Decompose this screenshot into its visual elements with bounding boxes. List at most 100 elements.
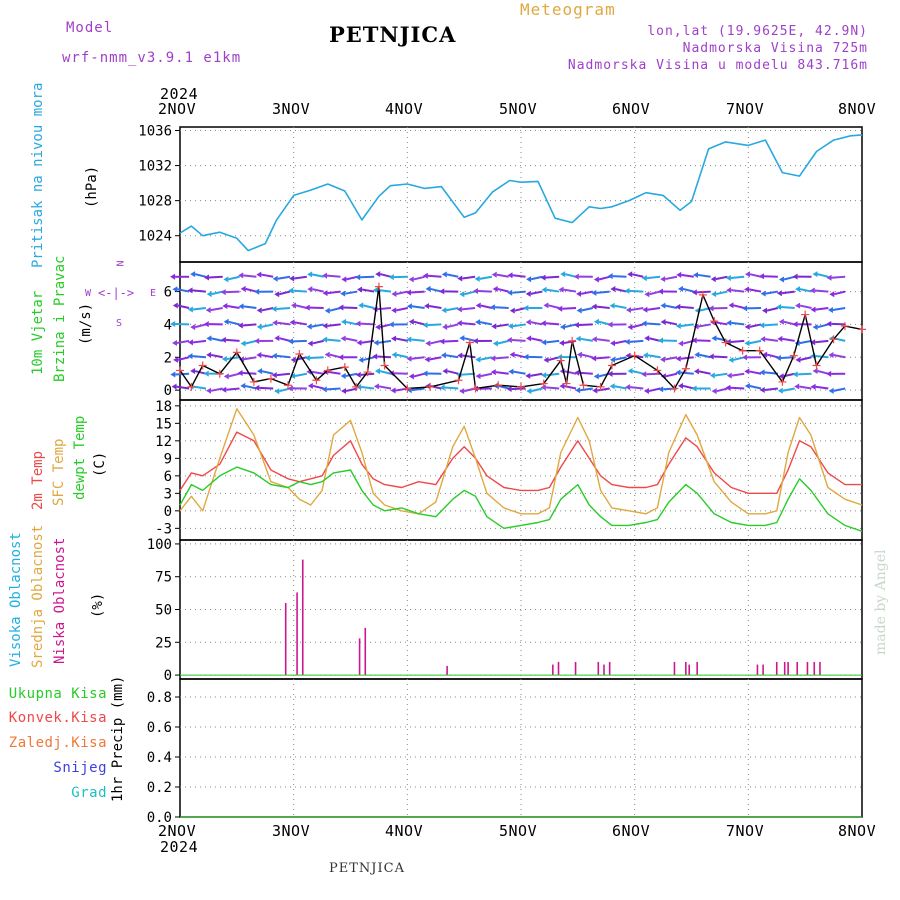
wind-point-43 bbox=[829, 335, 838, 344]
wind-ytick-label-0: 0 bbox=[164, 383, 172, 399]
wind-barb-87 bbox=[220, 289, 226, 296]
wind-point-44 bbox=[840, 322, 849, 331]
wind-barb-280 bbox=[512, 323, 526, 328]
wind-barb-587 bbox=[390, 387, 396, 394]
wind-barb-299 bbox=[660, 318, 666, 325]
wind-barb-421 bbox=[338, 354, 344, 361]
wind-barb-44 bbox=[545, 275, 560, 279]
wind-barb-452 bbox=[614, 356, 627, 361]
wind-barb-412 bbox=[276, 354, 291, 359]
wind-barb-434 bbox=[462, 354, 476, 359]
wind-barb-50 bbox=[598, 275, 610, 281]
wind-barb-327 bbox=[220, 336, 226, 343]
wind-barb-208 bbox=[581, 307, 594, 312]
footer-station: PETNJICA bbox=[329, 861, 405, 876]
wind-barb-53 bbox=[607, 273, 613, 280]
wind-point-12 bbox=[352, 382, 361, 391]
wind-barb-466 bbox=[733, 356, 745, 361]
wind-barb-379 bbox=[657, 337, 663, 344]
wind-barb-60 bbox=[681, 273, 694, 278]
wind-barb-400 bbox=[177, 356, 190, 361]
wind-barb-351 bbox=[425, 340, 431, 347]
wind-barb-538 bbox=[665, 372, 678, 378]
wind-barb-567 bbox=[221, 386, 227, 393]
wind-speed-line bbox=[179, 285, 863, 390]
wind-barb-451 bbox=[591, 355, 597, 362]
wind-barb-554 bbox=[797, 372, 812, 376]
wind-barb-633 bbox=[777, 387, 783, 394]
wind-barb-170 bbox=[261, 307, 274, 312]
wind-barb-217 bbox=[642, 306, 648, 313]
wind-barb-179 bbox=[324, 307, 330, 314]
wind-barb-249 bbox=[237, 322, 243, 329]
wind-barb-6 bbox=[228, 275, 240, 281]
wind-barb-580 bbox=[345, 387, 358, 392]
wind-barb-221 bbox=[675, 303, 681, 310]
wind-barb-461 bbox=[675, 355, 681, 362]
wind-barb-248 bbox=[242, 323, 257, 327]
wind-barb-168 bbox=[243, 305, 257, 309]
wind-barb-114 bbox=[464, 290, 476, 296]
wind-barb-140 bbox=[682, 287, 695, 293]
wind-point-28 bbox=[596, 382, 605, 391]
wind-barb-418 bbox=[329, 353, 341, 359]
wind-barb-17 bbox=[307, 271, 313, 278]
wind-barb-198 bbox=[494, 306, 509, 309]
elevation-label: Nadmorska Visina 725m bbox=[682, 41, 868, 56]
wind-barb-34 bbox=[462, 275, 476, 280]
wind-barb-108 bbox=[410, 290, 425, 294]
wind-barb-247 bbox=[223, 318, 229, 325]
wind-barb-533 bbox=[607, 370, 613, 377]
wind-barb-227 bbox=[728, 302, 734, 309]
wind-barb-546 bbox=[731, 372, 745, 377]
wind-barb-602 bbox=[531, 387, 543, 393]
wind-barb-10 bbox=[261, 273, 274, 278]
wind-barb-474 bbox=[800, 356, 812, 361]
wind-barb-435 bbox=[457, 352, 463, 359]
wind-barb-282 bbox=[530, 321, 543, 326]
wind-barb-585 bbox=[373, 383, 379, 390]
wind-barb-344 bbox=[378, 339, 392, 344]
wind-barb-329 bbox=[240, 340, 246, 347]
wind-barb-401 bbox=[173, 356, 179, 363]
top-year-label: 2024 bbox=[160, 85, 199, 103]
wind-barb-608 bbox=[580, 387, 593, 392]
wind-barb-226 bbox=[733, 304, 745, 309]
wind-barb-186 bbox=[396, 307, 408, 312]
model-label: Model bbox=[66, 20, 114, 36]
wind-barb-125 bbox=[541, 286, 547, 293]
wind-barb-332 bbox=[279, 337, 291, 342]
wind-barb-132 bbox=[615, 288, 627, 293]
wind-barb-36 bbox=[479, 275, 493, 280]
wind-barb-371 bbox=[591, 336, 597, 343]
wind-barb-397 bbox=[810, 339, 816, 346]
wind-point-33 bbox=[681, 364, 690, 373]
wind-barb-165 bbox=[205, 307, 211, 314]
wind-barb-52 bbox=[612, 275, 627, 278]
wind-barb-219 bbox=[660, 302, 666, 309]
wind-barb-309 bbox=[744, 323, 750, 330]
wind-barb-570 bbox=[259, 386, 274, 390]
wind-barb-579 bbox=[321, 386, 327, 393]
wind-barb-363 bbox=[526, 335, 532, 342]
wind-barb-259 bbox=[322, 322, 328, 329]
wind-barb-96 bbox=[312, 288, 324, 293]
wind-barb-413 bbox=[271, 352, 277, 359]
wind-barb-199 bbox=[489, 304, 495, 311]
wind-barb-58 bbox=[665, 275, 678, 281]
wind-barb-100 bbox=[345, 290, 358, 295]
wind-barb-374 bbox=[629, 339, 644, 343]
wind-barb-262 bbox=[360, 322, 375, 326]
wind-barb-391 bbox=[760, 336, 766, 343]
wind-barb-547 bbox=[726, 372, 732, 379]
wind-barb-246 bbox=[228, 320, 240, 326]
wind-barb-607 bbox=[559, 383, 565, 390]
wind-point-32 bbox=[670, 384, 679, 393]
wind-barb-357 bbox=[472, 337, 478, 344]
wind-barb-206 bbox=[562, 307, 577, 310]
wind-barb-187 bbox=[391, 307, 397, 314]
wind-barb-520 bbox=[513, 370, 526, 375]
wind-barb-307 bbox=[726, 319, 732, 326]
wind-barb-113 bbox=[439, 288, 445, 295]
wind-barb-49 bbox=[573, 273, 579, 280]
